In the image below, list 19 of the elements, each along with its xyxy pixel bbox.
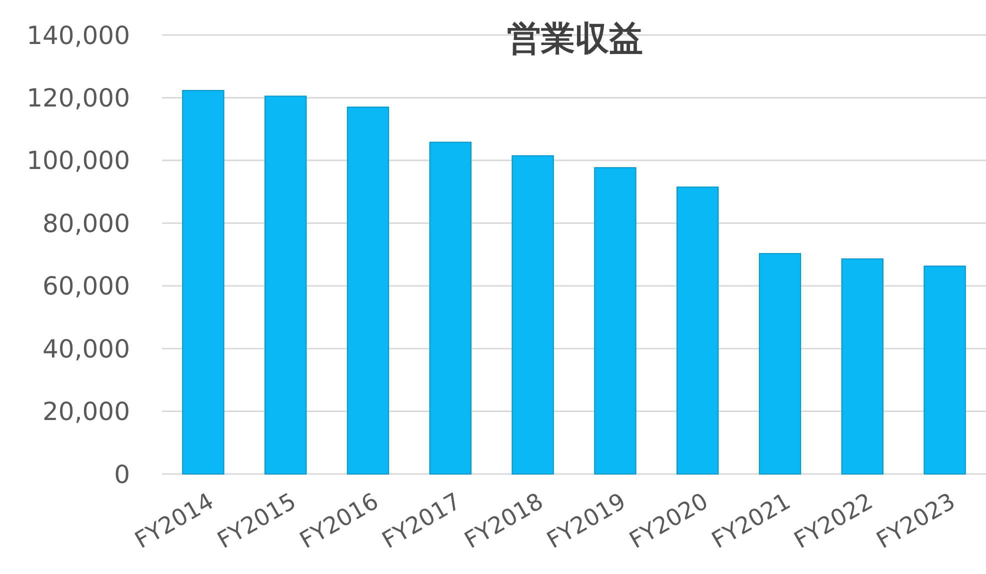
y-tick-label: 40,000 [42, 334, 130, 364]
y-tick-label: 100,000 [26, 146, 130, 176]
bar [182, 90, 224, 474]
y-tick-label: 60,000 [42, 272, 130, 301]
bar [429, 142, 472, 474]
bar [758, 253, 802, 474]
bar [924, 266, 966, 474]
bar [594, 167, 636, 474]
y-tick-label: 20,000 [42, 397, 130, 426]
y-tick-label: 140,000 [26, 20, 130, 50]
bar [512, 155, 554, 474]
bar [676, 186, 719, 474]
chart-title: 営業収益 [507, 19, 643, 59]
bar [346, 106, 390, 474]
y-tick-label: 80,000 [42, 208, 130, 238]
bar [264, 96, 307, 474]
y-tick-label: 0 [114, 460, 130, 489]
bar [841, 258, 884, 474]
y-tick-label: 120,000 [26, 83, 130, 112]
